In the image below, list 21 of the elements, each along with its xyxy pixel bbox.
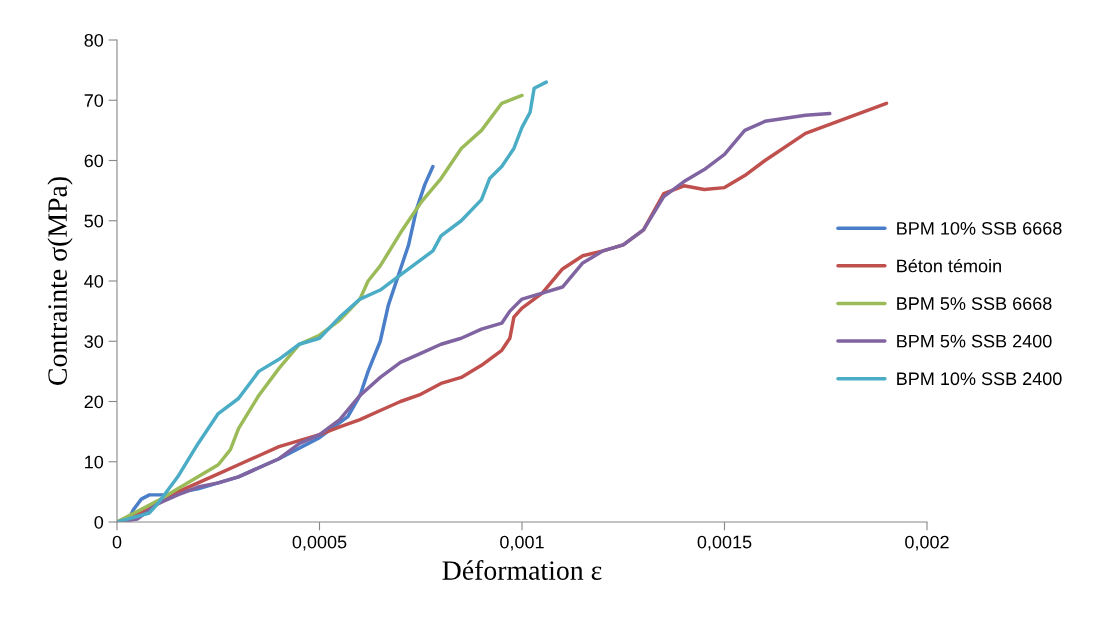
y-tick-label: 0: [94, 515, 104, 529]
x-tick-label: 0,001: [500, 535, 544, 551]
y-tick-label: 70: [84, 94, 104, 107]
y-tick-label: 60: [84, 154, 104, 168]
legend-label: BPM 5% SSB 2400: [897, 334, 1052, 348]
legend-label: BPM 10% SSB 6668: [897, 221, 1062, 235]
y-tick-label: 50: [84, 214, 104, 228]
x-tick-label: 0,002: [905, 535, 949, 551]
legend-label: Béton témoin: [897, 258, 1001, 273]
y-tick-label: 40: [84, 274, 104, 288]
legend-label: BPM 5% SSB 6668: [897, 297, 1052, 310]
y-tick-label: 80: [84, 33, 104, 47]
y-tick-label: 30: [84, 335, 104, 348]
y-tick-label: 20: [84, 395, 104, 409]
x-tick-label: 0,0015: [697, 535, 752, 551]
x-tick-label: 0,0005: [292, 535, 347, 551]
y-tick-label: 10: [85, 455, 104, 469]
legend-label: BPM 10% SSB 2400: [897, 372, 1062, 386]
x-axis-title: Déformation ε: [442, 560, 602, 580]
y-axis-title: Contrainte σ(MPa): [47, 177, 73, 385]
x-tick-label: 0: [112, 535, 122, 549]
